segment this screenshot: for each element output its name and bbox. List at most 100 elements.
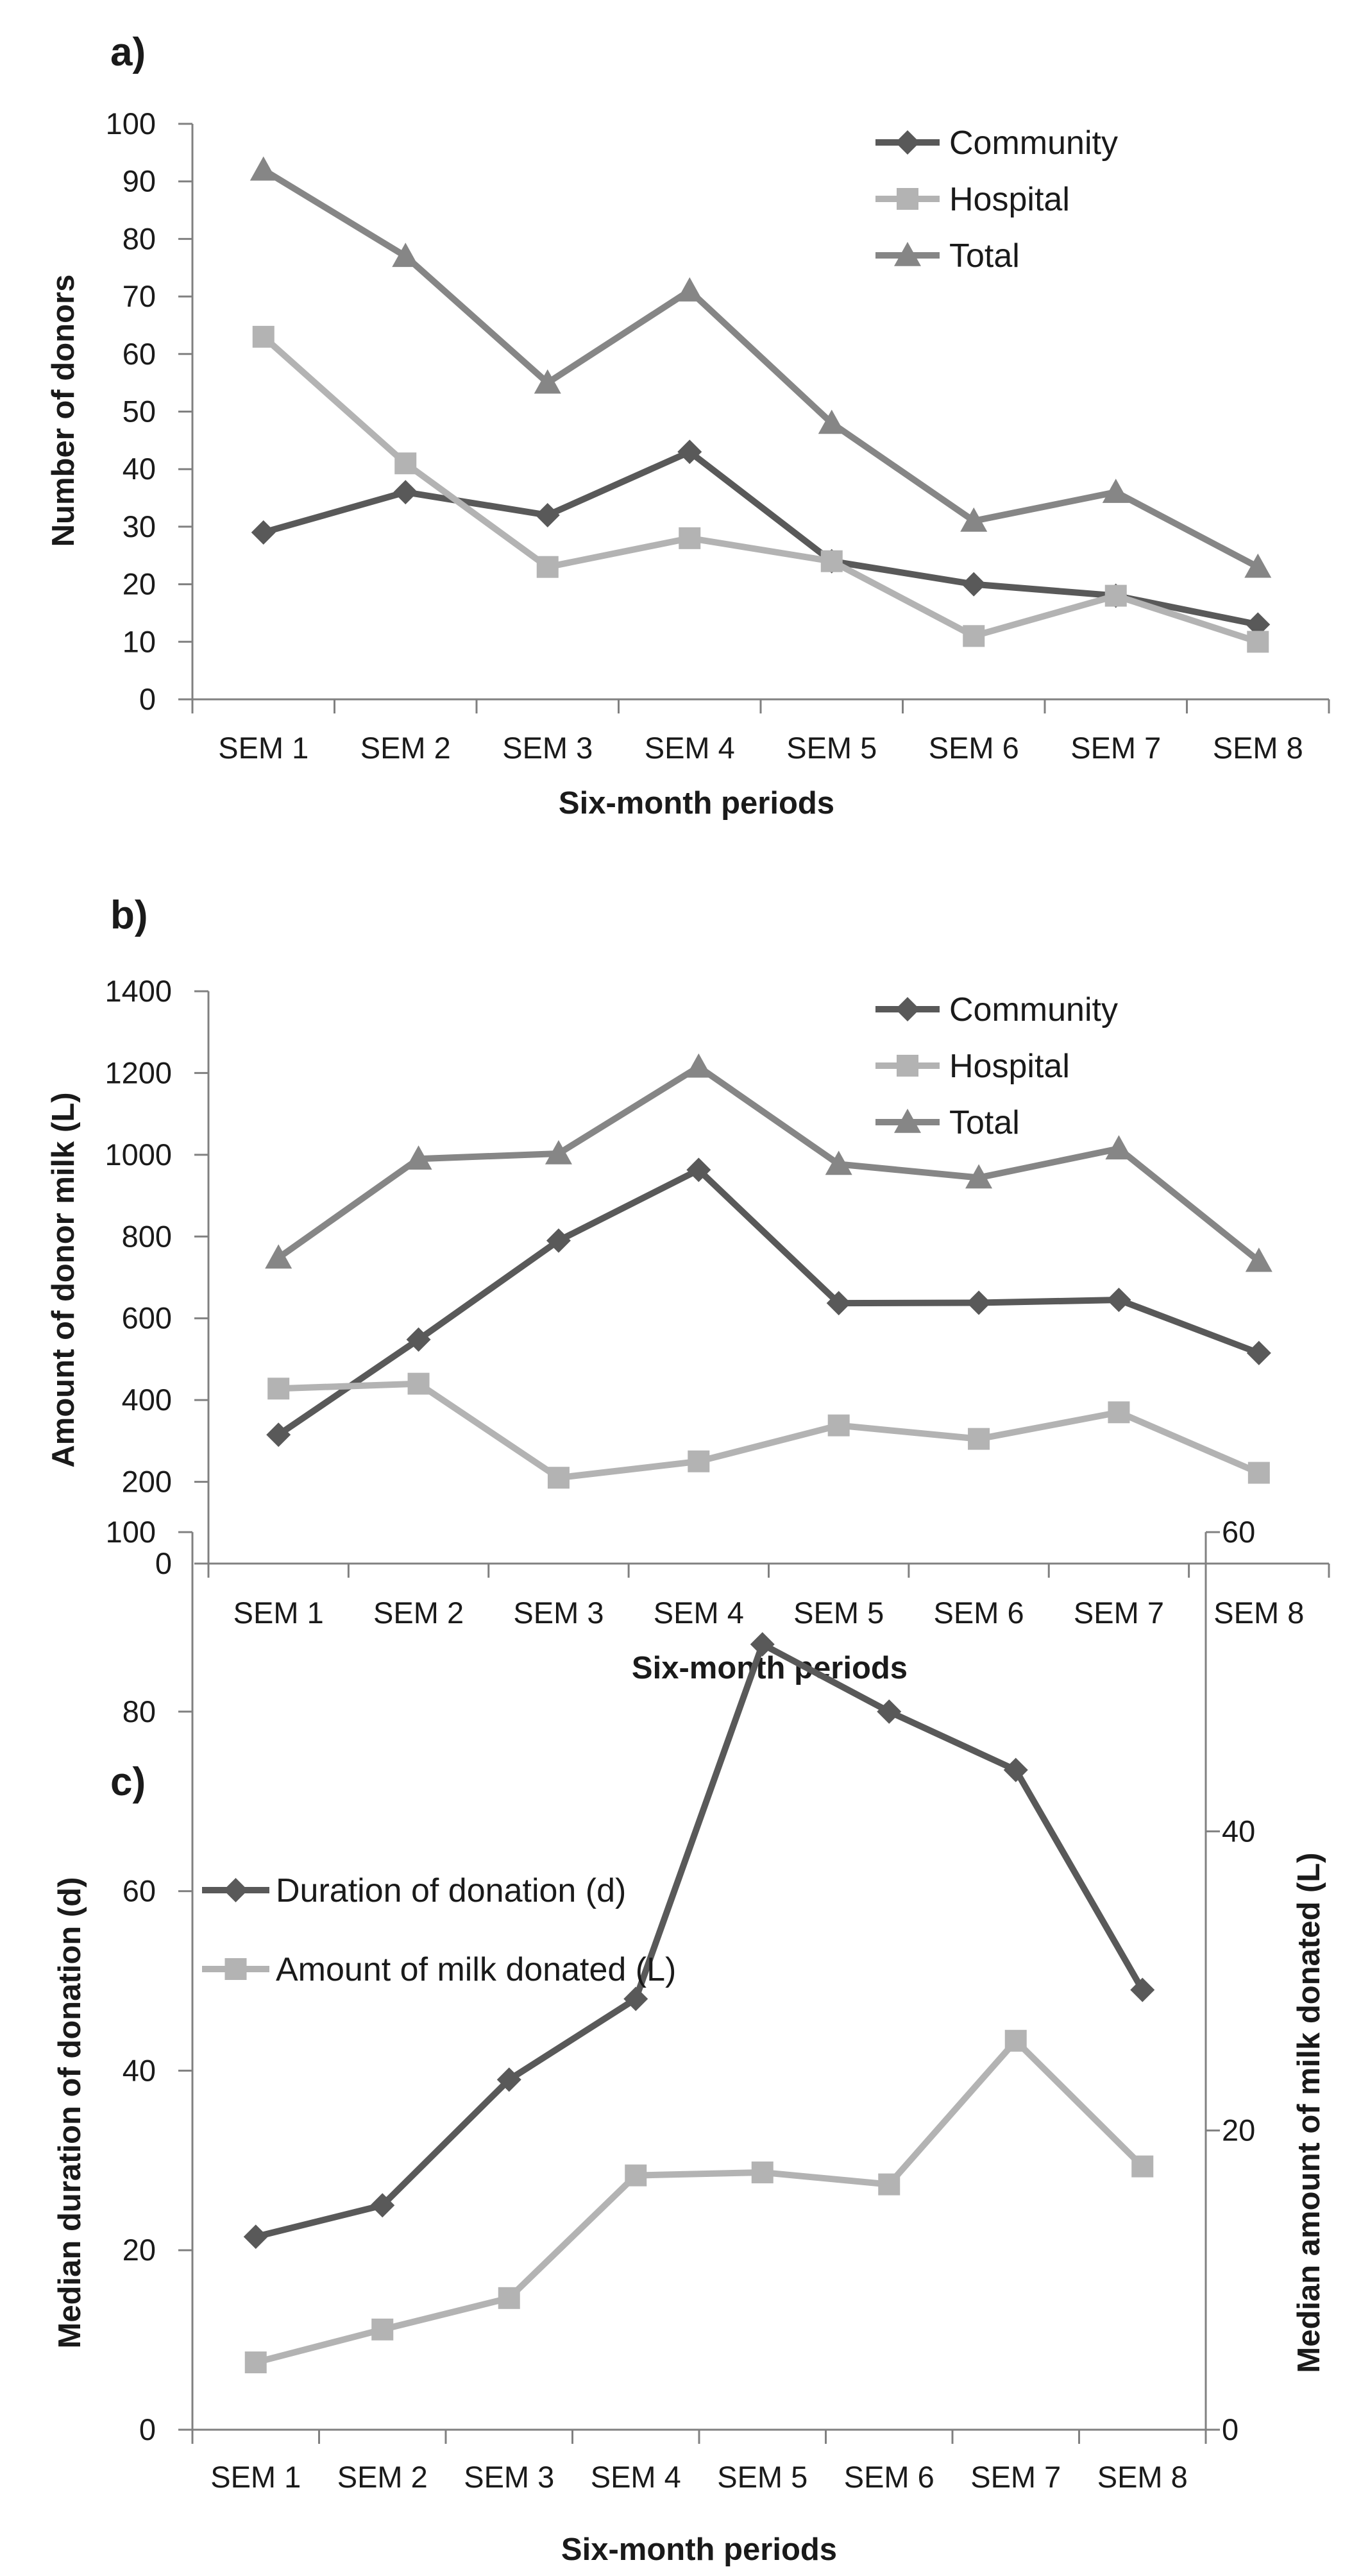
panel-c-y2-tick-label: 20 [1222,2113,1255,2147]
panel-c-duration-of-donation-d-point [750,1632,775,1657]
panel-a-y-tick-label: 100 [106,107,156,141]
panel-c-x-tick-label: SEM 1 [210,2460,301,2494]
panel-b-x-tick-label: SEM 2 [373,1596,464,1630]
panel-b-y-tick-label: 1000 [105,1138,172,1172]
panel-b-series [265,1053,1272,1489]
panel-c-axes: SEM 1 SEM 2 SEM 3 SEM 4 SEM 5 SEM 6 SEM 7 SEM 8… [106,1515,1256,2494]
panel-b-community-point [546,1228,571,1253]
panel-c-y-tick-label: 80 [123,1694,156,1728]
panel-b-y-tick-label: 1200 [105,1055,172,1089]
panel-c-duration-of-donation-d-point [1130,1977,1155,2002]
panel-a-x-tick-label: SEM 6 [929,731,1019,765]
panel-b-hospital-point [407,1372,430,1395]
panel-a-legend-community-marker [895,130,920,155]
panel-c-duration-of-donation-d-point [877,1699,902,1724]
panel-c-series [243,1632,1155,2374]
panel-b-total-point [1105,1135,1133,1160]
panel-a-community-point [961,572,986,597]
panel-a-y-tick-label: 70 [123,279,156,313]
panel-c-legend-amount-of-milk-donated-l-marker [224,1958,247,1980]
panel-a-x-tick-label: SEM 1 [218,731,309,765]
panel-a-legend-community-label: Community [949,124,1118,162]
panel-b-x-tick-label: SEM 3 [513,1596,604,1630]
panel-c-x-tick-label: SEM 4 [591,2460,681,2494]
panel-c-legend: Duration of donation (d) Amount of milk d… [202,1872,676,1988]
panel-b-total-point [825,1150,852,1175]
panel-c-x-tick-label: SEM 8 [1097,2460,1188,2494]
panel-a-y-tick-label: 80 [123,221,156,255]
panel-a-y-tick-label: 30 [123,509,156,543]
panel-b-y-tick-label: 0 [155,1546,172,1580]
panel-b-total-point [545,1139,572,1164]
panel-a-total-point [392,243,419,268]
panel-b-x-tick-label: SEM 7 [1074,1596,1164,1630]
panel-a-y-tick-label: 20 [123,567,156,601]
panel-c-y-tick-label: 20 [123,2233,156,2267]
panel-c-x-tick-label: SEM 5 [717,2460,807,2494]
panel-c-amount-of-milk-donated-l-point [751,2161,773,2183]
panel-c-x-axis-title: Six-month periods [561,2532,837,2567]
panel-b-y-tick-label: 200 [122,1465,172,1499]
panel-a-y-axis-title: Number of donors [46,275,81,547]
panel-b-total-line [276,1063,1261,1264]
panel-a-y-tick-label: 0 [139,682,156,716]
panel-a-total-point [818,409,845,434]
panel-b-total-point [405,1145,432,1170]
panel-c-amount-of-milk-donated-l-point [1004,2029,1027,2052]
panel-b-community-point [266,1422,291,1447]
panel-b-total-point [965,1164,993,1189]
panel-a-community-point [1246,612,1271,637]
panel-c-duration-of-donation-d-point [370,2193,395,2218]
panel-c-y-tick-label: 0 [139,2412,156,2446]
panel-a-hospital-point [252,325,275,348]
panel-c-amount-of-milk-donated-l-point [878,2173,900,2196]
panel-b-community-point [826,1291,851,1316]
panel-c-x-tick-label: SEM 3 [464,2460,554,2494]
panel-c-y2-tick-label: 60 [1222,1515,1255,1549]
panel-c-y2-tick-label: 40 [1222,1814,1255,1848]
panel-a-total-point [534,369,561,394]
panel-c-amount-of-milk-donated-l-point [625,2164,647,2187]
panel-a-hospital-point [679,527,701,549]
panel-c-legend-amount-of-milk-donated-l-label: Amount of milk donated (L) [276,1951,676,1988]
panel-c-y-tick-label: 60 [123,1874,156,1908]
panel-b-y-tick-label: 600 [122,1301,172,1335]
panel-a-total-point [1244,553,1272,578]
panel-c-amount-of-milk-donated-l-point [244,2351,267,2374]
panel-b-y-tick-label: 400 [122,1383,172,1417]
panel-b-total-point [685,1053,713,1078]
panel-b-hospital-point [1108,1401,1130,1424]
panel-b-x-tick-label: SEM 8 [1213,1596,1304,1630]
panel-b-community-line [276,1166,1260,1438]
panel-b-hospital-point [1247,1462,1270,1484]
panel-b-legend-hospital-marker [897,1055,918,1077]
panel-a: a) Six-month periods Number of donors SE… [46,30,1330,821]
panel-c-duration-of-donation-d-point [623,1986,648,2011]
panel-a-x-tick-label: SEM 8 [1213,731,1303,765]
panel-c: c) Six-month periods Median duration of … [53,1515,1326,2567]
panel-c-legend-duration-of-donation-d-label: Duration of donation (d) [276,1872,626,1909]
panel-b-total-point [1245,1247,1272,1272]
panel-a-total-line [262,167,1260,570]
panel-b-hospital-point [968,1428,990,1450]
panel-c-amount-of-milk-donated-l-point [498,2287,520,2309]
panel-a-legend-hospital-marker [897,188,918,210]
panel-a-total-point [676,277,704,302]
panel-a-hospital-point [1104,584,1127,607]
panel-b-hospital-point [267,1378,290,1400]
panel-a-x-tick-label: SEM 4 [645,731,735,765]
panel-a-total-point [960,507,988,532]
panel-b-community-point [1246,1340,1271,1365]
panel-b-hospital-point [688,1450,710,1472]
panel-b-y-tick-label: 800 [122,1219,172,1253]
panel-c-x-tick-label: SEM 2 [337,2460,428,2494]
panel-a-total-point [249,156,277,181]
panel-a-x-tick-label: SEM 2 [360,731,451,765]
panel-b-y-tick-label: 1400 [105,974,172,1008]
panel-b-label: b) [110,893,148,937]
panel-c-duration-of-donation-d-point [496,2067,521,2092]
panel-c-amount-of-milk-donated-l-point [1131,2155,1154,2178]
panel-c-y-tick-label: 100 [106,1515,156,1549]
panel-c-y2-axis-title: Median amount of milk donated (L) [1292,1852,1326,2373]
